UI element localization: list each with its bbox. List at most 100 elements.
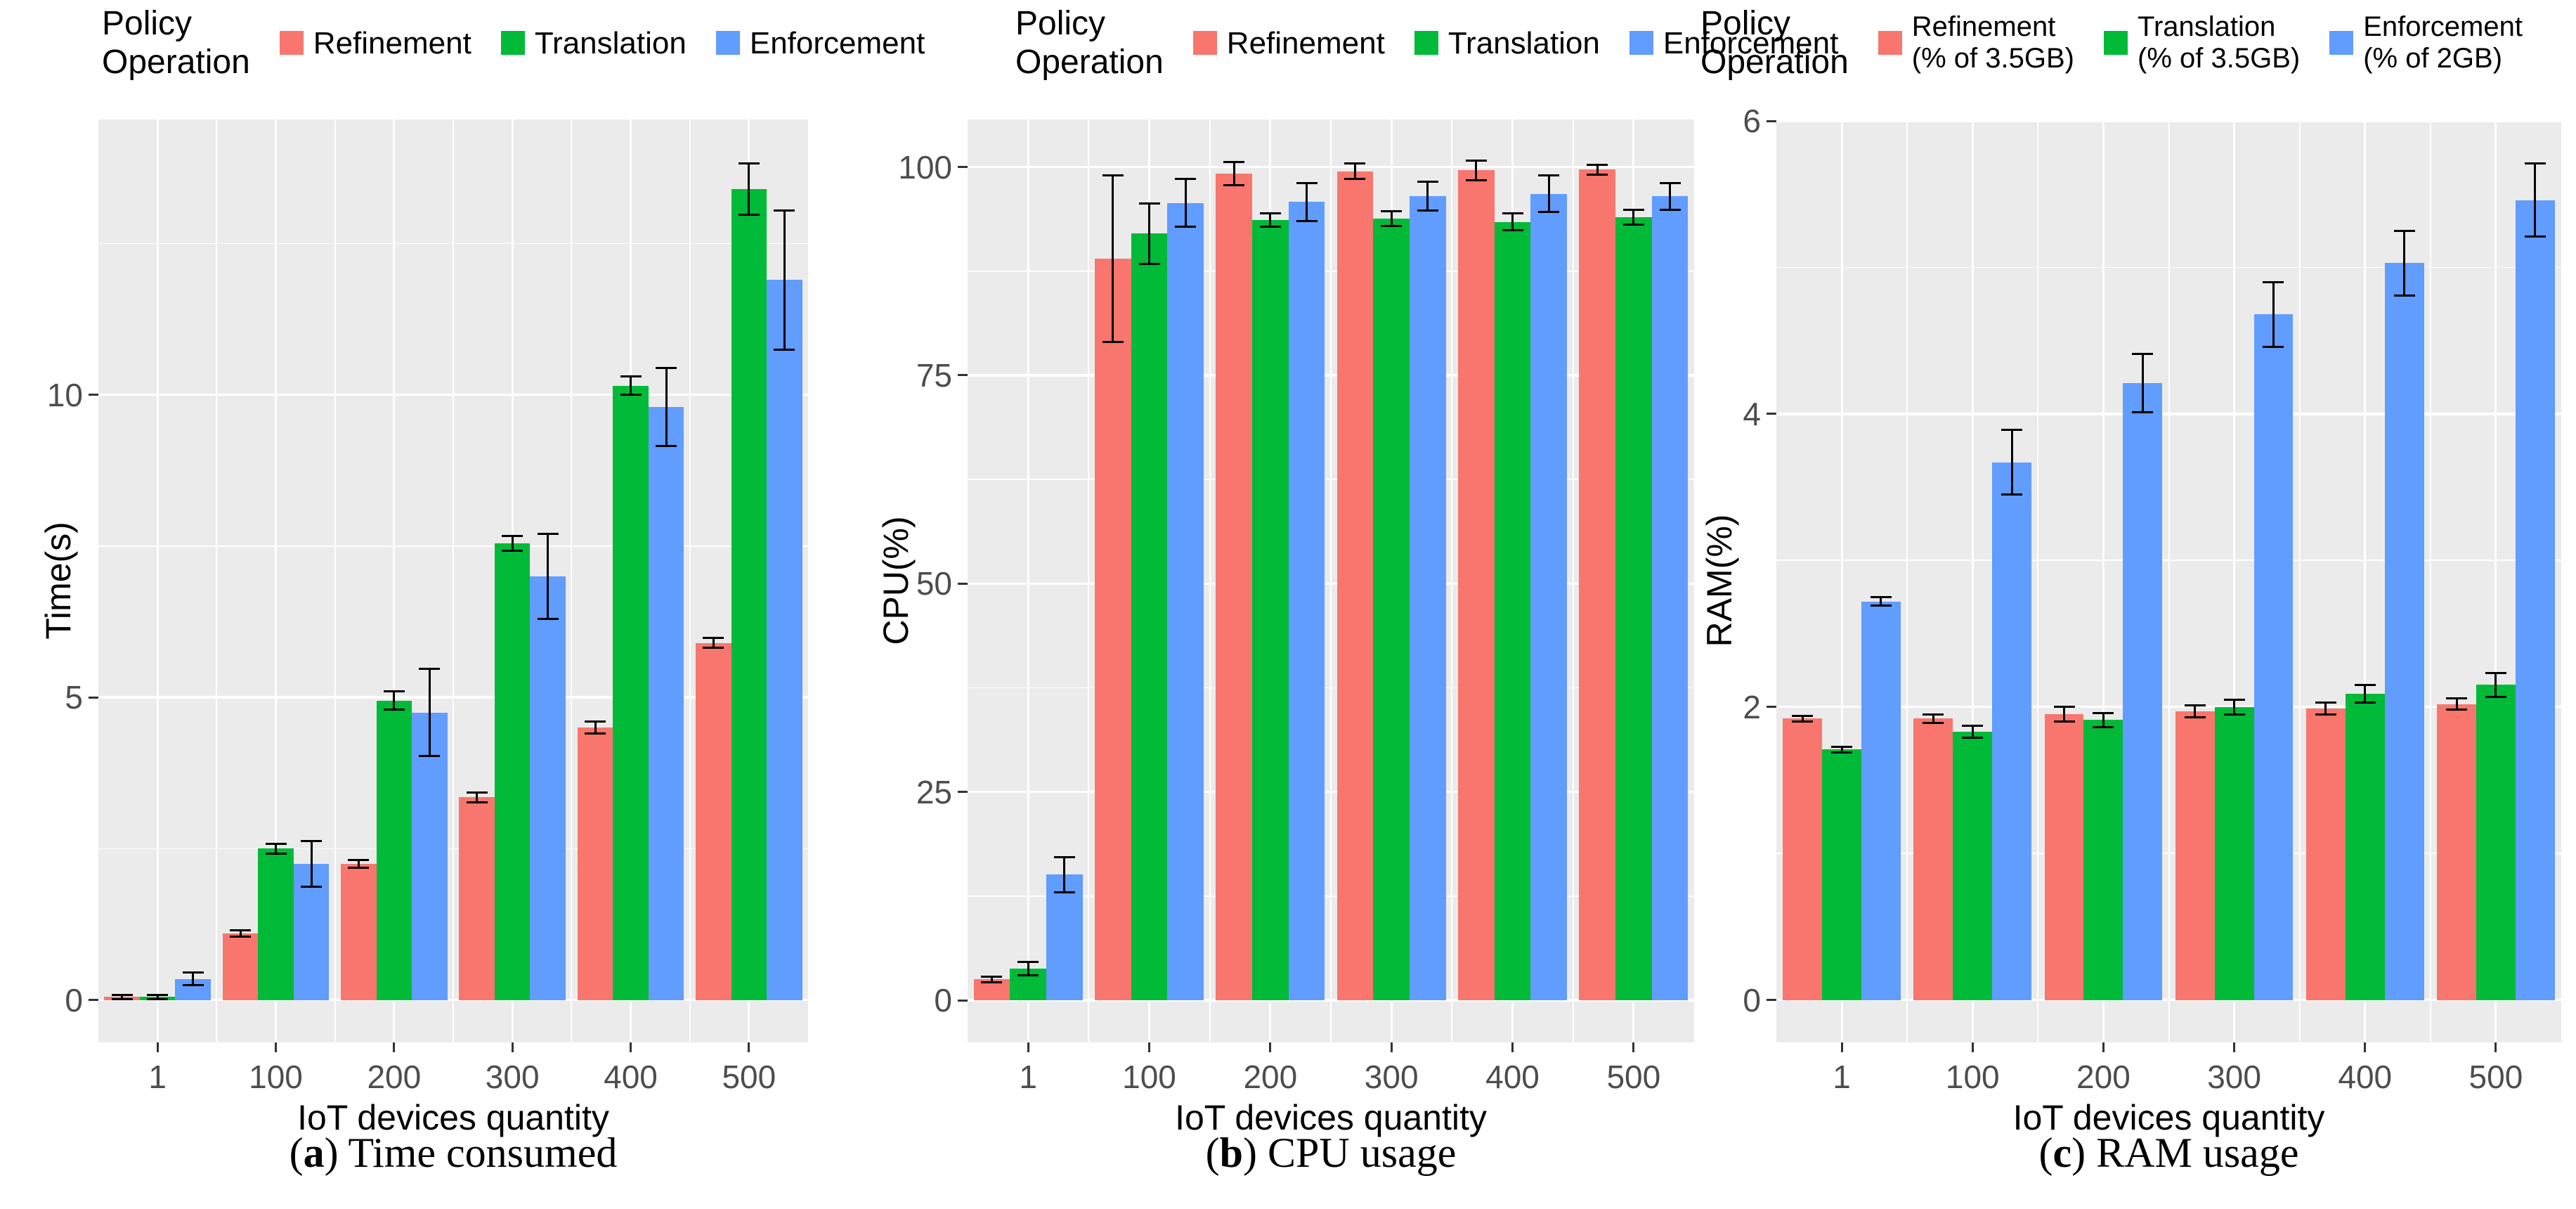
bar-refinement-100 [1094,258,1131,1001]
error-bar-cap-bottom [1175,226,1197,228]
y-tick-mark [958,582,968,585]
error-bar-cap-bottom [230,935,251,938]
y-tick-mark [89,696,98,699]
x-tick-label-200: 200 [1243,1059,1298,1095]
error-bar-line-translation-1 [1840,746,1843,753]
bar-enforcement-100 [1992,462,2032,1000]
error-bar-cap-bottom [981,981,1003,983]
error-bar-line-enforcement-500 [2534,163,2537,237]
bar-enforcement-200 [1288,202,1325,1001]
x-tick-label-100: 100 [1122,1059,1176,1095]
error-bar-cap-bottom [1923,722,1944,725]
y-tick-mark [89,999,98,1002]
error-bar-cap-bottom [585,732,606,735]
x-tick-mark [2233,1042,2236,1052]
y-tick-mark [958,166,968,169]
error-bar-cap-bottom [1962,737,1984,739]
error-bar-cap-top [2132,352,2154,355]
error-bar-cap-top [2223,698,2245,701]
caption-letter-b: b [1219,1130,1244,1176]
bar-translation-300 [494,543,531,1000]
legend-b: Policy Operation Refinement Translation Enf… [1015,4,1838,82]
bar-translation-200 [1251,220,1289,1001]
y-tick-mark [1767,119,1776,122]
bar-translation-500 [1615,216,1652,1001]
error-bar-cap-bottom [2393,294,2415,297]
gridline-major-x [2364,119,2367,1042]
error-bar-cap-bottom [1622,223,1644,226]
bar-refinement-200 [341,864,377,1000]
bar-refinement-300 [1336,171,1374,1001]
error-bar-cap-bottom [1259,226,1281,228]
bar-enforcement-300 [1410,196,1446,1001]
error-bar-line-enforcement-300 [1426,181,1429,211]
error-bar-cap-top [2184,704,2206,707]
error-bar-cap-bottom [182,983,204,986]
error-bar-line-translation-200 [1269,213,1272,227]
x-tick-label-500: 500 [2468,1059,2523,1095]
y-tick-label-5: 5 [65,679,83,716]
error-bar-line-refinement-100 [239,930,242,937]
legend-key-enforcement-icon [2329,31,2354,56]
error-bar-cap-bottom [656,445,677,448]
x-tick-mark [1971,1042,1974,1052]
error-bar-cap-top [1870,595,1892,598]
bar-enforcement-200 [2123,383,2163,1000]
legend-label: Refinement (% of 3.5GB) [1911,11,2074,75]
x-tick-mark [630,1042,632,1052]
error-bar-line-enforcement-300 [2272,282,2275,347]
error-bar-line-enforcement-100 [1184,179,1187,227]
error-bar-cap-bottom [2132,411,2154,414]
error-bar-line-translation-400 [630,376,632,395]
y-tick-label-6: 6 [1743,103,1761,140]
legend-item-translation: Translation (% of 3.5GB) [2104,11,2300,75]
error-bar-line-refinement-300 [476,792,479,803]
legend-label: Refinement [313,25,471,60]
gridline-major-x [156,119,159,1042]
error-bar-cap-bottom [1017,974,1039,977]
error-bar-line-refinement-1 [1801,716,1804,722]
error-bar-line-translation-500 [2494,673,2497,697]
error-bar-cap-top [383,690,405,693]
x-tick-label-400: 400 [2338,1059,2393,1095]
error-bar-line-translation-1 [156,995,159,999]
gridline-minor-x [689,119,691,1042]
error-bar-cap-top [301,839,322,842]
error-bar-cap-top [265,843,287,846]
gridline-minor-x [2298,119,2301,1042]
error-bar-cap-top [466,791,488,794]
error-bar-cap-bottom [738,213,760,216]
gridline-minor-x [216,119,218,1042]
y-tick-label-100: 100 [898,148,952,186]
gridline-minor-x [2037,119,2039,1042]
error-bar-line-translation-500 [1632,209,1635,225]
gridline-major-x [2102,119,2105,1042]
error-bar-cap-bottom [301,886,322,888]
x-tick-label-500: 500 [1606,1059,1661,1095]
x-tick-label-200: 200 [367,1059,422,1095]
legend-key-refinement-icon [1878,31,1902,56]
error-bar-line-enforcement-400 [665,368,668,446]
plot-panel-a [98,119,808,1042]
error-bar-cap-top [1344,162,1366,165]
x-tick-mark [1511,1042,1514,1052]
plot-panel-b [968,119,1694,1042]
bar-enforcement-1 [1861,601,1901,1000]
error-bar-line-translation-200 [393,691,396,710]
error-bar-cap-top [1659,181,1681,184]
error-bar-line-enforcement-200 [2141,354,2144,413]
y-axis-title: RAM(%) [1700,514,1739,647]
error-bar-line-enforcement-1 [1063,857,1066,892]
chart-c: Policy Operation Refinement (% of 3.5GB) T… [1693,0,2576,1209]
x-tick-label-1: 1 [148,1059,167,1095]
error-bar-cap-bottom [774,348,795,351]
error-bar-cap-top [656,366,677,369]
error-bar-cap-top [2446,697,2468,699]
x-tick-mark [393,1042,396,1052]
legend-label: Translation [1448,25,1600,60]
x-tick-mark [511,1042,514,1052]
error-bar-cap-top [1962,725,1984,728]
x-tick-mark [748,1042,750,1052]
gridline-minor-x [1209,119,1211,1042]
error-bar-line-refinement-300 [1353,163,1356,179]
